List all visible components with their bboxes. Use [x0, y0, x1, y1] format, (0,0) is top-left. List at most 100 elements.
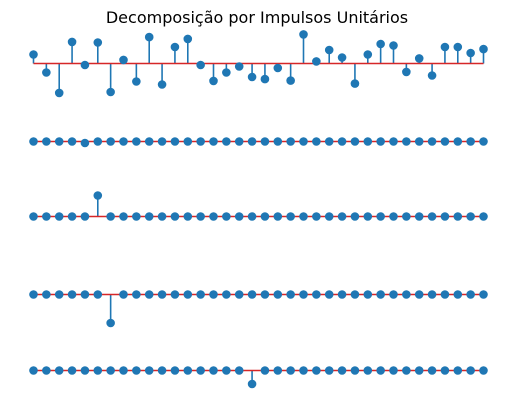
stem-marker	[466, 366, 475, 375]
stem-marker	[453, 42, 463, 52]
stem-marker	[350, 79, 360, 88]
stem-marker	[363, 137, 373, 146]
stem-marker	[183, 366, 193, 375]
stem-marker	[170, 366, 180, 375]
stem-marker	[324, 290, 334, 299]
stem-marker	[29, 50, 38, 59]
stem-marker	[67, 290, 77, 299]
stem-marker	[209, 212, 218, 221]
stem-marker	[440, 137, 450, 146]
stem-marker	[376, 137, 385, 146]
stem-marker	[222, 212, 231, 221]
stem-marker	[80, 60, 90, 70]
stem-marker	[93, 38, 103, 47]
stem-marker	[67, 366, 77, 375]
stem-marker	[67, 137, 77, 146]
stem-marker	[234, 290, 244, 299]
stem-marker	[286, 366, 295, 375]
stem-marker	[222, 366, 231, 375]
stem-marker	[80, 138, 90, 148]
stem-marker	[466, 290, 475, 299]
stem-marker	[222, 290, 231, 299]
stem-marker	[453, 137, 463, 146]
stem-marker	[273, 212, 283, 221]
stem-marker	[119, 137, 128, 146]
stem-marker	[376, 39, 385, 49]
stem-marker	[350, 290, 360, 299]
stem-marker	[170, 137, 180, 146]
stem-marker	[93, 366, 103, 375]
stem-marker	[440, 366, 450, 375]
stem-marker	[324, 137, 334, 146]
stem-marker	[286, 212, 295, 221]
stem-marker	[67, 212, 77, 221]
stem-marker	[29, 212, 38, 221]
stem-marker	[132, 366, 141, 375]
stem-marker	[247, 290, 257, 299]
stem-marker	[170, 290, 180, 299]
stem-marker	[42, 212, 51, 221]
stem-marker	[440, 212, 450, 221]
stem-marker	[299, 366, 308, 375]
stem-marker	[312, 137, 321, 146]
stem-marker	[196, 366, 205, 375]
stem-marker	[209, 137, 218, 146]
stem-marker	[312, 290, 321, 299]
stem-marker	[350, 137, 360, 146]
stem-marker	[54, 137, 64, 146]
stem-marker	[414, 366, 424, 375]
stem-marker	[286, 137, 295, 146]
stem-marker	[299, 290, 308, 299]
stem-marker	[337, 212, 347, 221]
stem-marker	[157, 212, 167, 221]
stem-marker	[54, 88, 64, 98]
stem-marker	[479, 290, 488, 299]
stem-marker	[453, 290, 463, 299]
stem-marker	[389, 290, 398, 299]
stem-marker	[427, 366, 437, 375]
stem-marker	[402, 67, 411, 77]
stem-panel-1	[29, 30, 488, 98]
stem-marker	[312, 212, 321, 221]
stem-marker	[466, 48, 475, 58]
stem-marker	[222, 68, 231, 77]
stem-marker	[132, 212, 141, 221]
stem-marker	[363, 212, 373, 221]
stem-marker	[286, 76, 295, 85]
stem-marker	[247, 137, 257, 146]
stem-marker	[170, 212, 180, 221]
stem-panel-2	[29, 137, 488, 148]
stem-marker	[260, 74, 270, 84]
stem-marker	[324, 45, 334, 55]
stem-marker	[170, 42, 180, 52]
stem-marker	[427, 137, 437, 146]
stem-marker	[183, 137, 193, 146]
stem-marker	[42, 290, 51, 299]
stem-panel-3	[29, 191, 488, 221]
stem-marker	[479, 366, 488, 375]
stem-marker	[466, 212, 475, 221]
stem-marker	[119, 290, 128, 299]
stem-marker	[299, 30, 308, 39]
stem-marker	[260, 212, 270, 221]
stem-marker	[183, 34, 193, 44]
stem-marker	[132, 137, 141, 146]
stem-marker	[196, 60, 205, 70]
stem-marker	[260, 137, 270, 146]
stem-marker	[234, 62, 244, 71]
stem-marker	[42, 137, 51, 146]
stem-marker	[234, 366, 244, 375]
stem-marker	[389, 41, 398, 50]
stem-marker	[466, 137, 475, 146]
stem-marker	[273, 366, 283, 375]
stem-marker	[157, 80, 167, 89]
stem-panel-4	[29, 290, 488, 328]
stem-marker	[453, 212, 463, 221]
stem-marker	[132, 290, 141, 299]
stem-marker	[440, 290, 450, 299]
stem-marker	[119, 55, 128, 65]
stem-marker	[144, 32, 154, 42]
stem-marker	[144, 212, 154, 221]
stem-marker	[337, 290, 347, 299]
stem-marker	[402, 290, 411, 299]
